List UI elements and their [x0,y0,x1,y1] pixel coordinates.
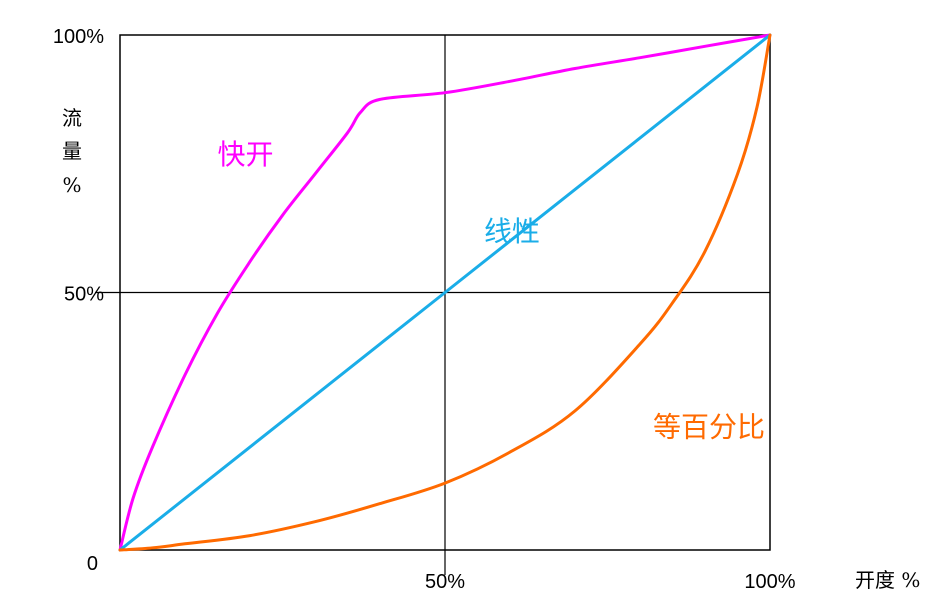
series-lines [118,33,772,552]
series-label-2: 等百分比 [653,411,765,444]
grid [95,35,770,575]
x-tick-label-0: 50% [425,571,465,593]
y-tick-label-2: 100% [53,26,104,48]
y-tick-label-0: 0 [87,553,98,575]
y-axis-label-char-1: 流 [62,106,82,130]
tick-labels: 0 50% 100% 50% 100% [53,26,796,593]
series-line-2 [118,33,772,552]
y-axis-label-char-3: % [62,173,81,197]
series-label-1: 线性 [484,215,540,248]
y-tick-label-1: 50% [64,284,104,306]
y-axis-label-char-2: 量 [62,139,82,163]
series-line-1 [118,33,772,552]
axis-labels: 开度 % 流 量 % [62,106,920,592]
x-tick-label-1: 100% [744,571,795,593]
x-axis-label: 开度 % [855,568,920,592]
series-label-0: 快开 [218,138,274,171]
series-line-0 [118,33,772,552]
